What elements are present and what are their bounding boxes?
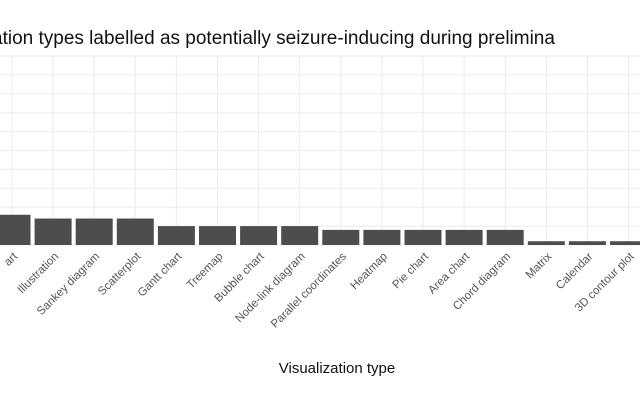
bar bbox=[445, 229, 483, 245]
bar bbox=[322, 229, 360, 245]
grid-lines bbox=[0, 55, 640, 246]
bar bbox=[281, 226, 319, 245]
bar bbox=[527, 241, 565, 245]
bar bbox=[568, 241, 606, 245]
x-tick-label: Node-link diagram bbox=[233, 251, 307, 325]
bar bbox=[34, 218, 72, 245]
x-tick-label: Gantt chart bbox=[136, 250, 185, 299]
x-tick-label: Pie chart bbox=[391, 250, 432, 291]
bar bbox=[363, 229, 401, 245]
bar bbox=[486, 229, 524, 245]
x-tick-label: Heatmap bbox=[349, 251, 390, 292]
x-axis-title: Visualization type bbox=[279, 360, 395, 377]
x-tick-label: Calendar bbox=[554, 251, 596, 293]
bar bbox=[116, 218, 154, 245]
bars bbox=[0, 214, 640, 245]
x-tick-label: art bbox=[2, 250, 21, 269]
x-tick-label: Treemap bbox=[185, 251, 226, 292]
bar bbox=[199, 226, 236, 245]
x-tick-label: Parallel coordinates bbox=[269, 250, 349, 330]
bar bbox=[75, 218, 113, 245]
bar bbox=[404, 229, 442, 245]
bar bbox=[610, 241, 640, 245]
bar bbox=[157, 226, 195, 245]
x-tick-label: Matrix bbox=[524, 250, 555, 281]
chart-title: ation types labelled as potentially seiz… bbox=[0, 28, 555, 49]
bar bbox=[240, 226, 278, 245]
bar bbox=[0, 214, 31, 245]
